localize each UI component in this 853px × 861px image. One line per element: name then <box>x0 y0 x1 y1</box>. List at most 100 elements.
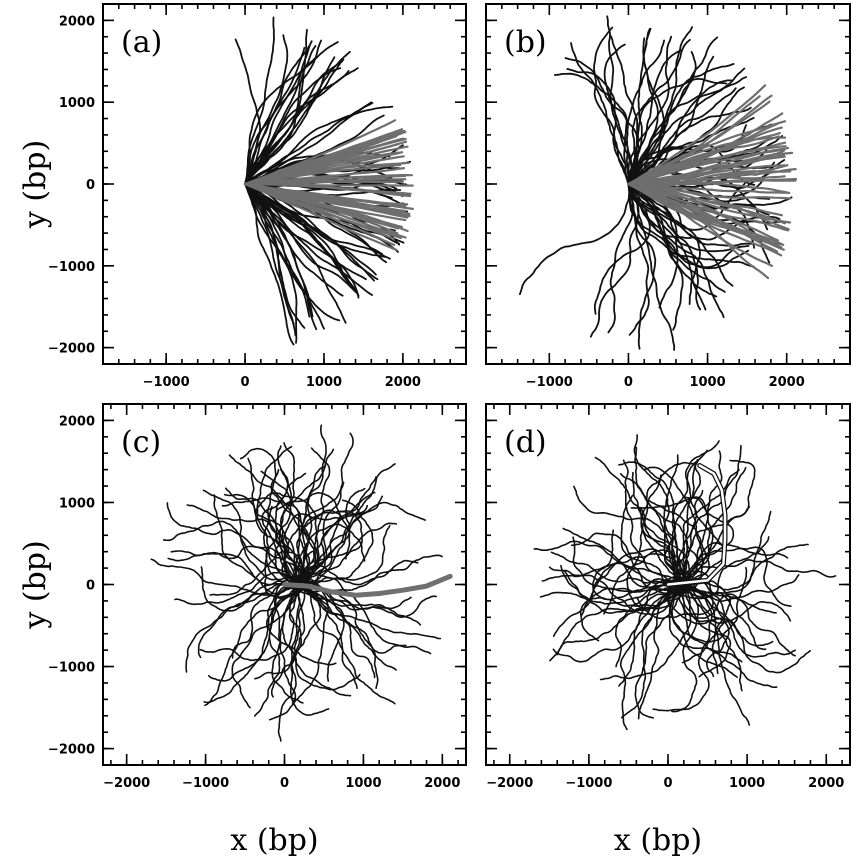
trajectory-dark <box>625 39 665 185</box>
trajectory-dark <box>244 183 325 330</box>
trajectory-gray <box>627 178 797 187</box>
trajectory-dark <box>627 26 693 185</box>
trajectory-dark <box>549 590 685 662</box>
trajectory-dark <box>671 582 713 713</box>
trajectory-dark <box>593 183 651 315</box>
trajectory-dark <box>295 509 351 591</box>
trajectory-dark <box>553 72 630 185</box>
trajectory-dark <box>563 569 680 614</box>
x-tick-label: −1000 <box>526 375 573 390</box>
trajectory-dark <box>185 583 307 673</box>
trajectory-gray <box>627 182 792 200</box>
x-tick-label: 0 <box>663 776 672 791</box>
trajectory-dark <box>620 473 699 587</box>
trajectory-dark <box>162 520 295 582</box>
trajectory-dark <box>627 183 755 268</box>
x-tick-label: −1000 <box>565 776 612 791</box>
trajectory-gray <box>243 145 409 186</box>
y-tick-label: −1000 <box>48 661 95 676</box>
trajectory-dark <box>244 57 316 185</box>
trajectory-dark <box>640 474 678 584</box>
trajectory-dark <box>294 559 419 587</box>
panel-label: (a) <box>121 25 162 60</box>
trajectory-gray <box>243 182 407 239</box>
x-tick-label: 2000 <box>769 375 805 390</box>
trajectory-dark <box>633 434 686 588</box>
trajectory-dark <box>270 587 302 698</box>
trajectory-dark <box>675 440 720 590</box>
x-tick-label: 2000 <box>385 375 421 390</box>
trajectory-dark <box>261 472 307 586</box>
x-tick-label: 0 <box>241 375 250 390</box>
y-tick-label: −2000 <box>48 743 95 758</box>
trajectory-dark <box>244 183 295 346</box>
trajectory-gray <box>243 128 404 186</box>
trajectory-dark <box>293 586 442 640</box>
trajectory-dark <box>677 590 778 689</box>
trajectory-dark <box>678 578 777 619</box>
trajectory-dark <box>519 183 631 296</box>
trajectory-dark <box>202 489 296 584</box>
trajectory-dark <box>622 459 689 591</box>
highlight-trajectory <box>666 464 727 586</box>
x-tick-label: 0 <box>624 375 633 390</box>
panel-b: −1000 0 1000 2000 (b) <box>485 3 851 390</box>
x-axis-title: x (bp) <box>614 823 702 858</box>
trajectory-dark <box>690 459 756 578</box>
trajectory-dark <box>150 558 308 598</box>
trajectory-dark <box>671 459 699 578</box>
trajectory-dark <box>244 183 377 276</box>
trajectory-gray <box>627 182 783 217</box>
trajectory-dark <box>637 584 693 720</box>
trajectory-dark <box>620 585 683 719</box>
x-tick-label: 0 <box>280 776 289 791</box>
trajectory-dark <box>167 545 307 584</box>
trajectory-gray <box>243 182 411 218</box>
trajectory-gray <box>243 135 398 186</box>
y-tick-label: 2000 <box>59 414 95 429</box>
trajectory-dark <box>244 183 360 299</box>
trajectory-dark <box>244 45 317 185</box>
plot-area <box>150 424 453 742</box>
y-tick-label: 0 <box>86 178 95 193</box>
panel-c: −2000 −1000 0 1000 2000 −2000 −1000 0 1000 2000 (c… <box>18 403 467 858</box>
trajectory-dark <box>627 183 744 241</box>
y-tick-label: −1000 <box>48 260 95 275</box>
plot-area <box>234 16 414 346</box>
trajectory-dark <box>630 496 709 579</box>
trajectory-dark <box>289 591 330 716</box>
highlight-trajectory <box>282 573 453 598</box>
trajectory-dark <box>244 183 297 337</box>
trajectory-dark <box>556 582 691 656</box>
x-tick-label: −1000 <box>143 375 190 390</box>
trajectory-gray <box>627 84 767 186</box>
x-tick-label: 1000 <box>306 375 342 390</box>
plot-area <box>519 15 798 351</box>
trajectory-dark <box>299 524 391 591</box>
trajectory-gray <box>627 145 787 186</box>
y-tick-label: −2000 <box>48 342 95 357</box>
trajectory-dark <box>244 102 374 185</box>
y-tick-label: 1000 <box>59 96 95 111</box>
trajectory-dark <box>271 583 304 704</box>
trajectory-dark <box>260 470 319 581</box>
trajectory-dark <box>643 461 696 581</box>
trajectory-gray <box>627 182 783 249</box>
trajectory-dark <box>244 183 367 281</box>
trajectory-dark <box>265 442 296 590</box>
trajectory-dark <box>197 580 304 659</box>
trajectory-dark <box>244 67 342 185</box>
x-tick-label: 1000 <box>729 776 765 791</box>
trajectory-dark <box>627 35 672 185</box>
trajectory-dark <box>301 584 358 689</box>
trajectory-dark <box>664 459 702 586</box>
trajectory-dark <box>615 587 692 668</box>
trajectory-dark <box>573 485 683 580</box>
x-tick-label: 2000 <box>424 776 460 791</box>
trajectory-dark <box>277 445 308 591</box>
trajectory-dark <box>686 586 796 658</box>
trajectory-gray <box>627 94 773 186</box>
trajectory-dark <box>620 494 684 587</box>
trajectory-dark <box>560 564 678 605</box>
